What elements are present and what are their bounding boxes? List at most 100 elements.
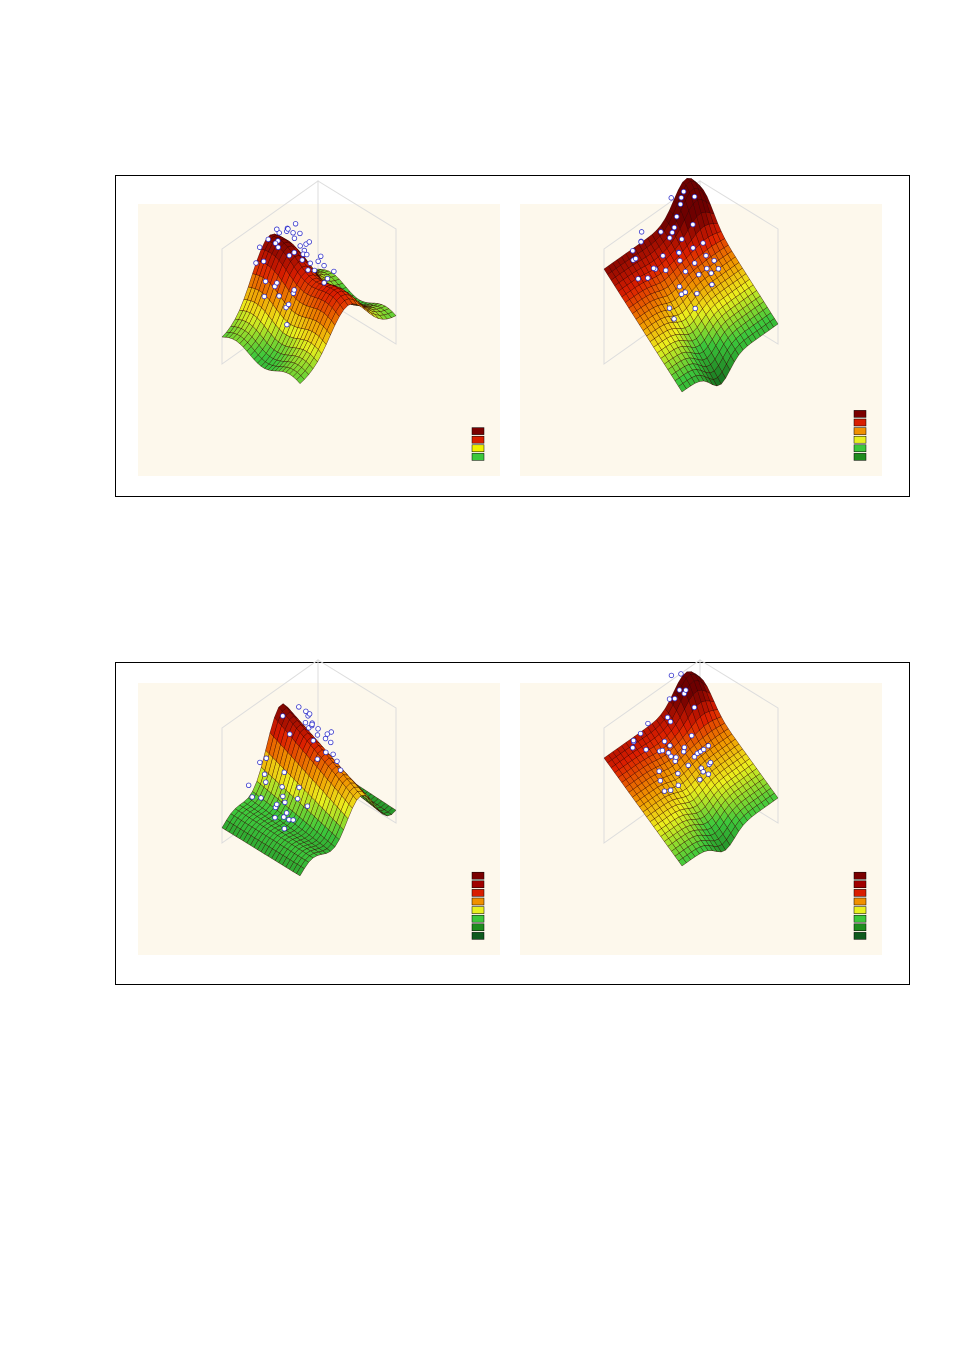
observation-point [257,759,263,766]
observation-point [676,283,683,290]
observation-point [690,221,696,228]
observation-point [645,720,651,727]
observation-point [292,221,299,227]
observation-point [691,193,698,200]
observation-point [286,252,292,259]
observation-point [256,244,263,250]
observation-point [661,788,668,794]
observation-point [676,687,683,693]
observation-point [675,782,682,789]
observation-point [291,249,297,256]
observation-point [656,768,662,774]
observation-point [262,278,269,285]
legend-swatch [471,427,485,435]
legend-swatch [471,435,485,444]
legend-swatch [471,906,485,914]
observation-point [330,751,336,757]
observation-point [281,826,288,832]
observation-point [679,236,685,242]
surface-cell [678,383,687,393]
observation-point [668,195,674,201]
observation-point [296,784,302,791]
legend-swatch [853,932,867,940]
observation-point [709,281,715,288]
observation-point [700,746,707,753]
observation-point [290,817,296,823]
observation-point [666,696,673,702]
legend-swatch [853,897,867,906]
observation-point [253,260,259,266]
observation-point [280,713,286,719]
observation-point [676,250,682,256]
observation-point [291,287,297,293]
observation-point [294,796,301,802]
observation-point [643,746,649,753]
observation-point [265,236,271,243]
observation-point [245,782,252,789]
legend-swatch [471,932,485,940]
observation-point [276,293,282,299]
observation-point [708,270,714,276]
observation-point [630,248,636,254]
observation-point [274,280,280,286]
observation-point [263,755,269,761]
observation-point [306,711,313,717]
observation-point [667,718,674,725]
observation-point [715,266,722,272]
observation-point [261,293,267,300]
surface-plot [138,659,500,955]
observation-point [677,257,683,264]
observation-point [638,229,645,235]
observation-point [258,795,264,801]
observation-point [284,321,290,328]
observation-point [315,258,321,264]
surface-cell [678,857,687,867]
observation-point [697,776,703,783]
observation-point [667,787,674,793]
observation-point [311,267,318,274]
observation-point [263,779,269,785]
legend-swatch [471,923,485,932]
observation-point [692,305,698,312]
observation-point [707,759,714,766]
observation-point [668,753,674,760]
observation-point [630,745,636,751]
observation-point [673,754,679,761]
observation-point [661,738,668,745]
observation-point [680,749,687,755]
observation-point [290,230,296,236]
observation-point [682,268,689,275]
observation-point [297,230,303,237]
observation-point [678,291,685,297]
observation-point [249,794,255,800]
observation-point [276,230,282,236]
observation-point [287,731,293,737]
observation-point [704,265,710,272]
surface-plot [520,659,882,955]
observation-point [691,704,698,711]
observation-point [302,720,309,726]
legend-swatch [471,889,485,897]
observation-point [324,731,330,737]
axis-wall [317,180,397,345]
observation-point [658,229,664,235]
observation-point [671,316,677,322]
observation-point [668,672,675,679]
observation-point [274,801,280,808]
observation-point [299,257,305,263]
observation-point [665,750,672,756]
observation-point [315,726,321,732]
observation-point [281,769,287,776]
legend-swatch [471,880,485,889]
surface-plot [520,178,882,476]
observation-point [700,769,706,775]
observation-point [690,245,696,251]
legend-swatch [853,435,867,444]
legend-swatch [853,453,867,461]
observation-point [650,265,657,271]
observation-point [657,777,664,784]
observation-point [637,730,644,737]
observation-point [291,235,298,242]
observation-point [306,239,312,245]
observation-point [659,747,666,754]
